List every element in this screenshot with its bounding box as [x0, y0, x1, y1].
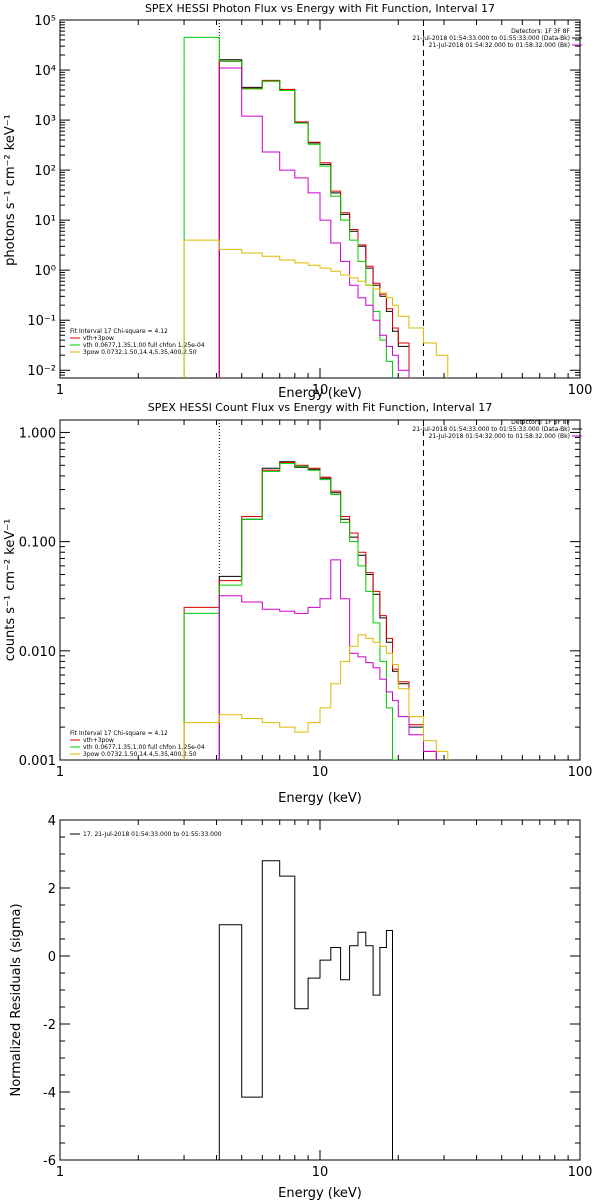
count-flux-panel: SPEX HESSI Count Flux vs Energy with Fit…	[3, 401, 592, 806]
photon-flux-y-tick-label: 10⁴	[34, 64, 56, 79]
count-flux-y-tick-label: 0.010	[19, 645, 56, 660]
count-flux-title: SPEX HESSI Count Flux vs Energy with Fit…	[148, 401, 492, 414]
count-flux-x-tick-label: 1	[56, 765, 64, 780]
residuals-y-tick-label: 4	[48, 814, 56, 829]
photon-flux-y-tick-label: 10⁰	[34, 264, 56, 279]
photon-flux-panel: SPEX HESSI Photon Flux vs Energy with Fi…	[3, 2, 592, 401]
photon-flux-legend-powerlaw: 3pow 0.0732,1.50,14.4,5.35,400,2.50	[83, 349, 197, 356]
count-flux-data-layer	[183, 420, 449, 760]
photon-flux-y-tick-label: 10³	[34, 114, 56, 129]
photon-flux-y-tick-label: 10¹	[34, 214, 56, 229]
residuals-y-tick-label: -4	[43, 1086, 56, 1101]
photon-flux-y-tick-label: 10⁵	[34, 14, 56, 29]
photon-flux-ylabel: photons s⁻¹ cm⁻² keV⁻¹	[3, 114, 18, 266]
count-flux-legend-bottom-left: Fit Interval 17 Chi-square = 4.12 vth+3p…	[70, 730, 205, 758]
count-flux-xlabel: Energy (keV)	[278, 791, 362, 806]
count-flux-series-background	[218, 559, 437, 760]
photon-flux-legend-bk-interval: 21-Jul-2018 01:54:32.000 to 01:58:32.000…	[429, 42, 570, 49]
count-flux-legend-data-interval: 21-Jul-2018 01:54:33.000 to 01:55:33.000…	[412, 426, 570, 433]
photon-flux-series-background	[218, 67, 410, 378]
photon-flux-legend-model: vth+3pow	[83, 335, 114, 342]
count-flux-x-tick-label: 10	[312, 765, 329, 780]
residuals-panel: Energy (keV) Normalized Residuals (sigma…	[9, 814, 592, 1200]
photon-flux-series-thermal	[183, 36, 393, 378]
count-flux-ylabel: counts s⁻¹ cm⁻² keV⁻¹	[3, 519, 18, 662]
residuals-ylabel: Normalized Residuals (sigma)	[9, 903, 24, 1096]
residuals-legend-interval: 17. 21-Jul-2018 01:54:33.000 to 01:55:33…	[83, 831, 222, 838]
photon-flux-x-tick-label: 100	[568, 383, 593, 398]
photon-flux-legend-fit-interval: Fit Interval 17 Chi-square = 4.12	[70, 328, 168, 335]
count-flux-series-thermal	[183, 462, 399, 760]
photon-flux-data-layer	[183, 20, 449, 378]
residuals-y-tick-label: -2	[43, 1018, 56, 1033]
count-flux-legend-powerlaw: 3pow 0.0732,1.50,14.4,5.35,400,2.50	[83, 751, 197, 758]
photon-flux-series-model	[218, 60, 410, 378]
count-flux-series-power-law	[183, 634, 449, 760]
photon-flux-title: SPEX HESSI Photon Flux vs Energy with Fi…	[145, 2, 495, 15]
photon-flux-y-tick-label: 10⁻¹	[27, 314, 56, 329]
residuals-x-tick-label: 1	[56, 1165, 64, 1180]
photon-flux-legend-data-interval: 21-Jul-2018 01:54:33.000 to 01:55:33.000…	[412, 35, 570, 42]
count-flux-legend-fit-interval: Fit Interval 17 Chi-square = 4.12	[70, 730, 168, 737]
residuals-y-tick-label: 0	[48, 950, 56, 965]
photon-flux-legend-bottom-left: Fit Interval 17 Chi-square = 4.12 vth+3p…	[70, 328, 205, 356]
residuals-y-tick-label: -6	[43, 1154, 56, 1169]
count-flux-legend-bk-interval: 21-Jul-2018 01:54:32.000 to 01:58:32.000…	[429, 433, 570, 440]
count-flux-y-tick-label: 0.100	[19, 536, 56, 551]
count-flux-legend-model: vth+3pow	[83, 737, 114, 744]
residuals-x-tick-label: 10	[312, 1165, 329, 1180]
photon-flux-y-tick-label: 10⁻²	[27, 364, 56, 379]
residuals-series-residuals	[218, 860, 393, 1160]
count-flux-legend-thermal: vth 0.0677,1.35,1.00 full chfon 1.25e-04	[83, 744, 205, 751]
count-flux-x-tick-label: 100	[568, 765, 593, 780]
photon-flux-y-tick-label: 10²	[34, 164, 56, 179]
photon-flux-series-power-law	[183, 239, 449, 378]
photon-flux-legend-detectors: Detectors: 1F 3F 8F	[511, 28, 570, 35]
residuals-data-layer	[218, 860, 393, 1160]
count-flux-legend-detectors: Detectors: 1F 3F 8F	[511, 419, 570, 426]
photon-flux-x-tick-label: 1	[56, 383, 64, 398]
residuals-legend: 17. 21-Jul-2018 01:54:33.000 to 01:55:33…	[70, 831, 222, 838]
residuals-x-tick-label: 100	[568, 1165, 593, 1180]
photon-flux-x-tick-label: 10	[312, 383, 329, 398]
residuals-xlabel: Energy (keV)	[278, 1186, 362, 1200]
photon-flux-legend-thermal: vth 0.0677,1.35,1.00 full chfon 1.25e-04	[83, 342, 205, 349]
count-flux-y-tick-label: 0.001	[19, 754, 56, 769]
residuals-y-tick-label: 2	[48, 882, 56, 897]
count-flux-y-tick-label: 1.000	[19, 426, 56, 441]
photon-flux-xlabel: Energy (keV)	[278, 386, 362, 401]
